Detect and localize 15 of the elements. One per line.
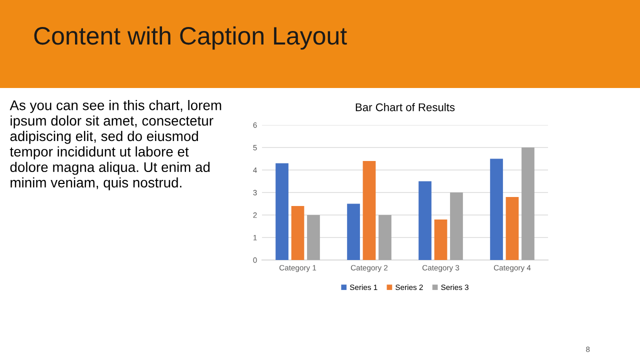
- text: As you can see in this chart, lorem ipsum dolor sit amet, consectetur adipiscing elit, sed do eiusmod tempor incididunt ut labore et dolore magna aliqua. Ut enim ad minim veniam, quis nostrud.: [10, 100, 222, 190]
- bar: [378, 215, 392, 260]
- bar: [307, 215, 320, 260]
- text: Content with Caption Layout: [34, 26, 347, 50]
- bar: [347, 204, 360, 260]
- bar: [434, 220, 448, 260]
- chart-title: Bar Chart of Results: [356, 103, 455, 112]
- bar: [506, 197, 519, 260]
- bar: [362, 161, 376, 260]
- bar: [276, 163, 288, 260]
- bar: [522, 148, 534, 260]
- bar: [490, 158, 503, 260]
- bar: [418, 181, 432, 260]
- bar: [450, 192, 463, 260]
- bar: [291, 206, 304, 260]
